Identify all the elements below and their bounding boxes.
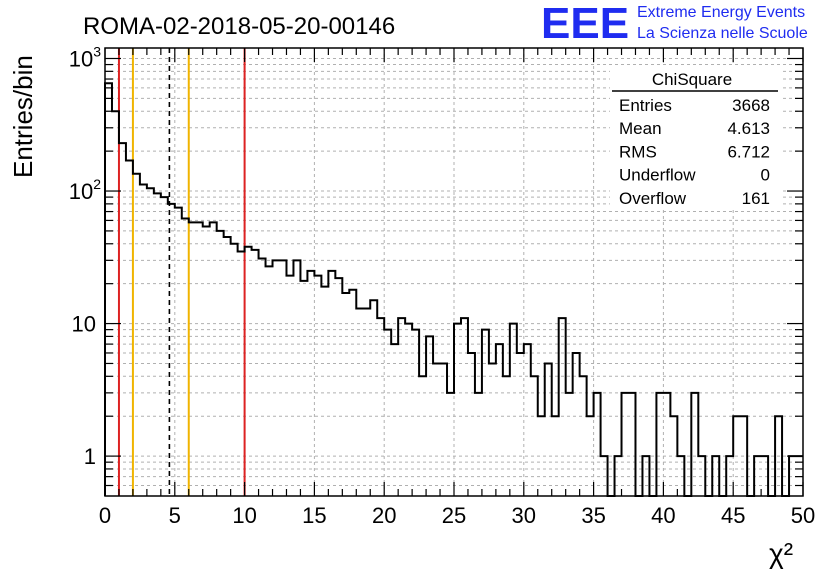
stats-box-title: ChiSquare [652,70,732,89]
stats-value: 0 [761,166,770,185]
stats-value: 161 [742,189,770,208]
x-tick-label: 35 [581,503,605,528]
x-axis-title: χ² [769,538,793,569]
logo-line-2: La Scienza nelle Scuole [637,25,808,42]
y-tick-label: 103 [69,43,101,71]
eee-logo: EEE [541,0,629,48]
run-title: ROMA-02-2018-05-20-00146 [83,13,395,40]
stats-box: ChiSquare Entries 3668 Mean 4.613 RMS 6.712 Un… [610,65,780,210]
y-tick-label: 1 [84,444,96,469]
logo-line-1: Extreme Energy Events [637,4,805,21]
x-tick-label: 30 [512,503,536,528]
x-tick-label: 25 [442,503,466,528]
y-tick-label: 102 [69,176,101,204]
x-tick-label: 50 [791,503,815,528]
y-axis-title: Entries/bin [8,55,38,178]
x-tick-label: 0 [99,503,111,528]
stats-value: 3668 [732,96,770,115]
stats-label: RMS [619,142,657,161]
x-tick-label: 5 [169,503,181,528]
stats-label: Mean [619,119,662,138]
x-tick-label: 15 [302,503,326,528]
x-axis-ticks: 0 5 10 15 20 25 30 35 40 45 50 [99,48,815,528]
x-tick-label: 20 [372,503,396,528]
stats-label: Overflow [619,189,687,208]
stats-value: 6.712 [727,142,770,161]
x-tick-label: 40 [651,503,675,528]
stats-label: Entries [619,96,672,115]
y-axis-ticks: 1 10 102 103 [69,43,803,487]
stats-label: Underflow [619,166,696,185]
x-tick-label: 45 [721,503,745,528]
x-tick-label: 10 [232,503,256,528]
stats-value: 4.613 [727,119,770,138]
y-tick-label: 10 [72,312,96,337]
reference-lines [117,48,246,496]
histogram-series [104,82,803,497]
